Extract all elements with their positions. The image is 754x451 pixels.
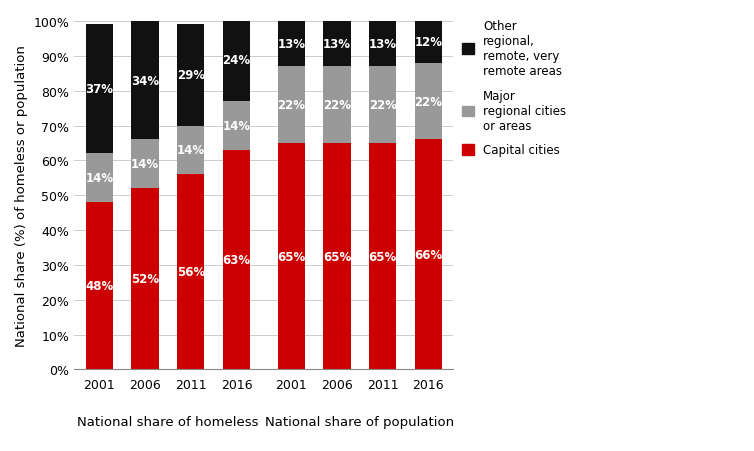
- Text: 14%: 14%: [85, 172, 114, 185]
- Legend: Other
regional,
remote, very
remote areas, Major
regional cities
or areas, Capit: Other regional, remote, very remote area…: [457, 15, 571, 162]
- Text: 13%: 13%: [277, 38, 305, 51]
- Text: 22%: 22%: [323, 99, 351, 112]
- Bar: [131, 22, 159, 140]
- Text: National share of population: National share of population: [265, 415, 455, 428]
- Text: 63%: 63%: [222, 253, 250, 267]
- Text: 13%: 13%: [369, 38, 397, 51]
- Bar: [86, 25, 113, 154]
- Bar: [86, 154, 113, 203]
- Text: 14%: 14%: [131, 158, 159, 171]
- Y-axis label: National share (%) of homeless or population: National share (%) of homeless or popula…: [15, 45, 28, 346]
- Bar: [415, 22, 442, 64]
- Bar: [323, 143, 351, 370]
- Text: 13%: 13%: [323, 38, 351, 51]
- Bar: [131, 140, 159, 189]
- Text: 65%: 65%: [277, 250, 305, 263]
- Text: 12%: 12%: [415, 36, 443, 49]
- Text: 65%: 65%: [323, 250, 351, 263]
- Text: 22%: 22%: [369, 99, 397, 112]
- Bar: [277, 67, 305, 143]
- Text: 14%: 14%: [176, 144, 205, 157]
- Bar: [177, 25, 204, 126]
- Bar: [222, 102, 250, 151]
- Bar: [369, 67, 397, 143]
- Text: 48%: 48%: [85, 280, 114, 293]
- Bar: [131, 189, 159, 370]
- Bar: [415, 140, 442, 370]
- Bar: [222, 151, 250, 370]
- Bar: [415, 64, 442, 140]
- Text: 66%: 66%: [414, 249, 443, 262]
- Bar: [177, 175, 204, 370]
- Text: 34%: 34%: [131, 74, 159, 87]
- Text: 22%: 22%: [415, 96, 443, 108]
- Text: 22%: 22%: [277, 99, 305, 112]
- Text: 29%: 29%: [176, 69, 205, 82]
- Text: 56%: 56%: [176, 266, 205, 279]
- Text: 24%: 24%: [222, 54, 250, 67]
- Bar: [323, 67, 351, 143]
- Bar: [222, 18, 250, 102]
- Bar: [277, 143, 305, 370]
- Bar: [369, 143, 397, 370]
- Text: 37%: 37%: [85, 83, 113, 96]
- Bar: [86, 203, 113, 370]
- Text: 14%: 14%: [222, 120, 250, 133]
- Bar: [177, 126, 204, 175]
- Text: 65%: 65%: [369, 250, 397, 263]
- Bar: [323, 22, 351, 67]
- Text: National share of homeless: National share of homeless: [77, 415, 259, 428]
- Bar: [369, 22, 397, 67]
- Bar: [277, 22, 305, 67]
- Text: 52%: 52%: [131, 273, 159, 286]
